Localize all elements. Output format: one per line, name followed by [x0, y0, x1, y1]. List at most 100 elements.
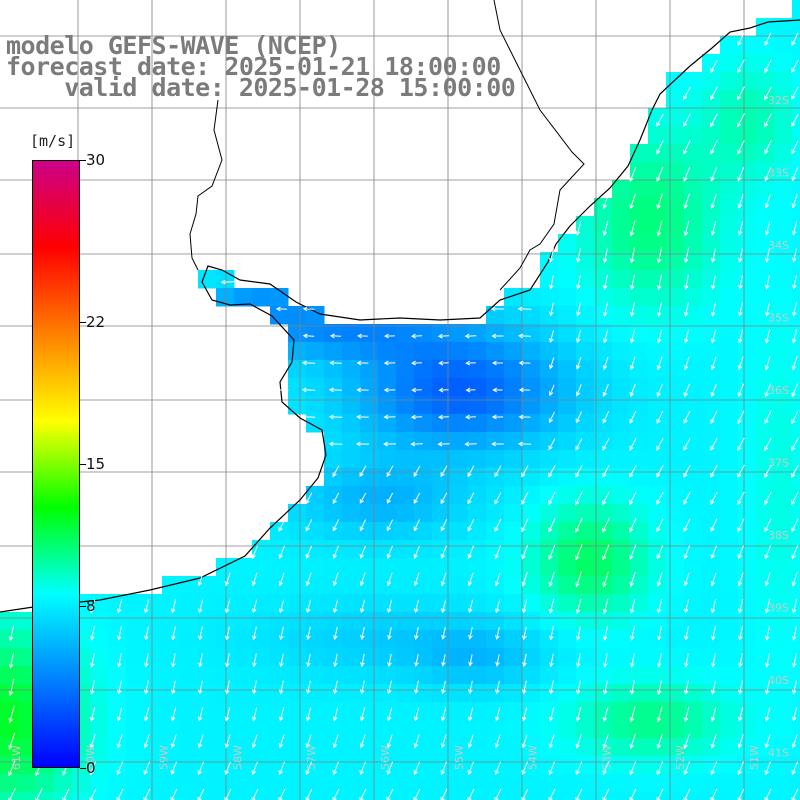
wind-speed-cell: [612, 234, 631, 253]
wind-arrow: [198, 680, 203, 695]
wind-arrow: [683, 356, 690, 371]
wind-speed-cell: [252, 612, 271, 631]
wind-speed-cell: [486, 720, 505, 739]
wind-speed-cell: [738, 774, 757, 793]
wind-speed-cell: [774, 594, 793, 613]
wind-speed-cell: [414, 630, 433, 649]
wind-arrow: [8, 625, 15, 642]
wind-speed-cell: [522, 468, 541, 487]
wind-speed-cell: [666, 630, 685, 649]
wind-arrow: [332, 492, 340, 505]
wind-speed-cell: [378, 378, 397, 397]
wind-arrow: [89, 734, 96, 749]
wind-speed-cell: [468, 414, 487, 433]
wind-speed-cell: [234, 720, 253, 739]
wind-speed-cell: [198, 594, 217, 613]
wind-speed-cell: [684, 72, 703, 91]
wind-speed-cell: [126, 594, 145, 613]
wind-arrow: [602, 247, 609, 264]
wind-speed-cell: [414, 432, 433, 451]
wind-arrow: [791, 356, 798, 371]
wind-arrow: [143, 680, 149, 695]
wind-speed-cell: [720, 486, 739, 505]
wind-speed-cell: [162, 684, 181, 703]
wind-speed-cell: [324, 486, 343, 505]
wind-speed-cell: [306, 594, 325, 613]
wind-speed-cell: [756, 594, 775, 613]
wind-speed-cell: [216, 684, 235, 703]
wind-arrow: [764, 59, 772, 74]
wind-speed-cell: [216, 576, 235, 595]
wind-speed-cell: [792, 468, 800, 487]
wind-speed-cell: [738, 162, 757, 181]
wind-speed-cell: [270, 684, 289, 703]
wind-arrow: [224, 788, 232, 800]
wind-arrow: [656, 599, 663, 614]
wind-speed-cell: [342, 666, 361, 685]
wind-arrow: [548, 598, 555, 614]
wind-speed-cell: [486, 414, 505, 433]
wind-speed-cell: [504, 792, 523, 800]
wind-speed-cell: [774, 126, 793, 145]
wind-speed-cell: [648, 108, 667, 127]
wind-speed-cell: [774, 540, 793, 559]
wind-speed-cell: [0, 612, 19, 631]
latitude-label: 41S: [768, 747, 789, 760]
longitude-label: 52W: [674, 745, 687, 770]
wind-arrow: [198, 653, 203, 668]
wind-speed-cell: [756, 288, 775, 307]
wind-speed-cell: [720, 72, 739, 91]
wind-arrow: [413, 519, 421, 532]
wind-speed-cell: [558, 540, 577, 559]
wind-speed-cell: [666, 252, 685, 271]
wind-speed-cell: [360, 792, 379, 800]
wind-arrow: [710, 86, 718, 101]
wind-speed-cell: [738, 504, 757, 523]
wind-speed-cell: [0, 774, 19, 793]
wind-speed-cell: [558, 792, 577, 800]
wind-speed-cell: [774, 522, 793, 541]
wind-speed-cell: [630, 468, 649, 487]
wind-arrow: [575, 626, 581, 641]
wind-speed-cell: [720, 234, 739, 253]
wind-arrow: [89, 626, 95, 641]
wind-arrow: [386, 492, 394, 504]
wind-speed-cell: [414, 414, 433, 433]
wind-speed-cell: [594, 702, 613, 721]
wind-arrow: [275, 306, 288, 312]
wind-speed-cell: [450, 558, 469, 577]
wind-speed-cell: [396, 360, 415, 379]
wind-speed-cell: [288, 324, 307, 343]
wind-arrow: [656, 301, 662, 317]
wind-arrow: [522, 680, 527, 695]
wind-speed-cell: [666, 792, 685, 800]
wind-speed-cell: [702, 162, 721, 181]
wind-speed-cell: [702, 270, 721, 289]
wind-speed-cell: [108, 630, 127, 649]
wind-arrow: [521, 545, 529, 560]
wind-speed-cell: [612, 774, 631, 793]
wind-speed-cell: [630, 684, 649, 703]
wind-speed-cell: [270, 630, 289, 649]
wind-speed-cell: [738, 90, 757, 109]
wind-speed-cell: [684, 684, 703, 703]
longitude-label: 58W: [231, 745, 244, 770]
wind-speed-cell: [666, 540, 685, 559]
longitude-label: 61W: [10, 745, 23, 770]
wind-arrow: [386, 734, 393, 749]
wind-arrow: [548, 734, 555, 749]
wind-speed-cell: [612, 792, 631, 800]
wind-arrow: [359, 761, 366, 776]
wind-speed-cell: [252, 540, 271, 559]
wind-arrow: [602, 626, 608, 641]
wind-speed-cell: [468, 684, 487, 703]
wind-speed-cell: [306, 342, 325, 361]
wind-arrow: [602, 517, 610, 533]
wind-speed-cell: [576, 342, 595, 361]
wind-speed-cell: [414, 504, 433, 523]
wind-arrow: [602, 464, 610, 478]
wind-arrow: [764, 734, 771, 749]
wind-arrow: [548, 491, 556, 506]
latitude-label: 35S: [768, 312, 789, 325]
wind-arrow: [414, 680, 419, 695]
